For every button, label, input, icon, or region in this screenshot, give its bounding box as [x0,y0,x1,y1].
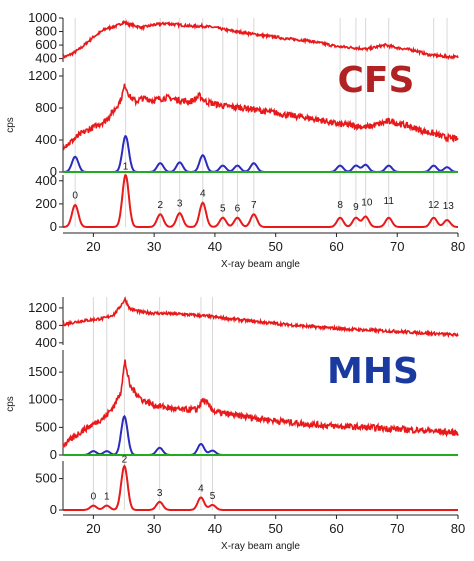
y-tick-label: 1500 [28,364,57,379]
y-tick-label: 800 [35,317,57,332]
y-tick-label: 1200 [28,68,57,83]
series-line [62,359,459,448]
y-tick-label: 0 [50,447,57,462]
x-tick-label: 60 [329,239,343,254]
y-tick-label: 200 [35,196,57,211]
y-tick-label: 600 [35,37,57,52]
x-tick-label: 30 [147,521,161,536]
x-tick-label: 40 [208,521,222,536]
x-tick-label: 50 [268,521,282,536]
peak-label: 1 [104,491,110,502]
x-tick-label: 20 [86,521,100,536]
x-axis-label: X-ray beam angle [221,259,300,270]
x-tick-label: 40 [208,239,222,254]
y-tick-label: 400 [35,132,57,147]
peak-label: 13 [443,201,455,212]
panel-top: 400 800 1200 [28,296,459,350]
peak-label: 5 [220,203,226,214]
peak-label: 3 [177,199,183,210]
sample-label: CFS [338,60,415,101]
x-tick-label: 70 [390,239,404,254]
y-tick-label: 0 [50,164,57,179]
peak-label: 12 [428,200,440,211]
peak-label: 7 [251,200,257,211]
peak-label: 0 [72,191,78,202]
peak-label: 2 [122,454,128,465]
sample-label: MHS [327,351,419,392]
y-tick-label: 0 [50,219,57,234]
y-tick-label: 0 [50,502,57,517]
y-axis-label: cps [5,396,16,412]
y-axis-label: cps [5,117,16,133]
x-tick-label: 30 [147,239,161,254]
y-tick-label: 1200 [28,300,57,315]
x-tick-label: 80 [451,239,465,254]
peak-label: 4 [200,188,206,199]
series-line [63,464,458,511]
series-line [62,296,459,339]
y-tick-label: 400 [35,335,57,350]
y-tick-label: 800 [35,24,57,39]
series-line [63,173,458,228]
y-tick-label: 800 [35,100,57,115]
peak-label: 1 [123,162,129,173]
peak-label: 2 [157,200,163,211]
y-tick-label: 400 [35,51,57,66]
x-tick-label: 80 [451,521,465,536]
y-tick-label: 1000 [28,10,57,25]
peak-label: 5 [210,491,216,502]
x-tick-label: 70 [390,521,404,536]
peak-label: 0 [91,491,97,502]
y-tick-label: 1000 [28,392,57,407]
x-tick-label: 50 [268,239,282,254]
peak-label: 11 [384,196,395,207]
peak-label: 10 [361,198,373,209]
x-tick-label: 60 [329,521,343,536]
series-line [62,19,459,61]
peak-label: 6 [235,203,241,214]
y-tick-label: 400 [35,173,57,188]
x-tick-label: 20 [86,239,100,254]
panel-middle: 0 500 1000 1500 [28,350,459,462]
peak-label: 4 [198,483,204,494]
y-tick-label: 500 [35,471,57,486]
panel-middle: 0 400 800 1200 [28,68,459,179]
peak-label: 8 [337,200,343,211]
peak-label: 9 [353,202,359,213]
series-line [62,83,459,151]
y-tick-label: 500 [35,419,57,434]
peak-label: 3 [157,488,163,499]
x-axis-label: X-ray beam angle [221,541,300,552]
